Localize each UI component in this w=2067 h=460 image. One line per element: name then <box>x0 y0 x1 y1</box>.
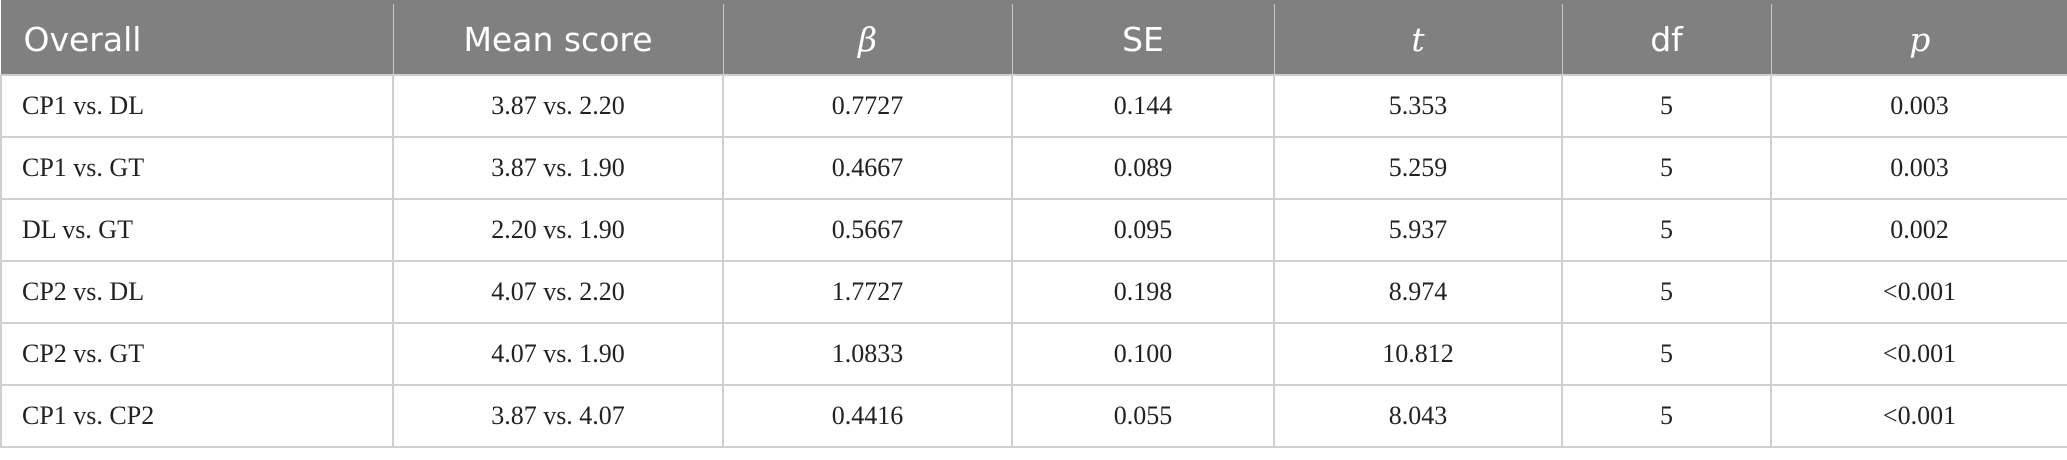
cell-beta: 0.4667 <box>722 136 1013 200</box>
cell-df: 5 <box>1561 198 1772 262</box>
table-row: CP2 vs. DL 4.07 vs. 2.20 1.7727 0.198 8.… <box>0 260 2067 324</box>
cell-comparison: CP2 vs. DL <box>0 260 394 324</box>
cell-mean-score: 4.07 vs. 2.20 <box>392 260 724 324</box>
cell-comparison: DL vs. GT <box>0 198 394 262</box>
table-body: CP1 vs. DL 3.87 vs. 2.20 0.7727 0.144 5.… <box>0 74 2067 448</box>
cell-df: 5 <box>1561 260 1772 324</box>
cell-t: 8.974 <box>1273 260 1563 324</box>
cell-beta: 1.0833 <box>722 322 1013 386</box>
cell-comparison: CP2 vs. GT <box>0 322 394 386</box>
table-row: DL vs. GT 2.20 vs. 1.90 0.5667 0.095 5.9… <box>0 198 2067 262</box>
cell-beta: 0.7727 <box>722 74 1013 138</box>
cell-df: 5 <box>1561 384 1772 448</box>
header-beta: β <box>722 0 1012 75</box>
header-t: t <box>1273 0 1562 75</box>
cell-mean-score: 3.87 vs. 1.90 <box>392 136 724 200</box>
cell-p: <0.001 <box>1770 384 2067 448</box>
cell-mean-score: 3.87 vs. 4.07 <box>392 384 724 448</box>
cell-p: <0.001 <box>1770 322 2067 386</box>
cell-t: 5.259 <box>1273 136 1563 200</box>
header-df: df <box>1561 0 1771 75</box>
cell-mean-score: 2.20 vs. 1.90 <box>392 198 724 262</box>
header-mean-score: Mean score <box>392 0 723 75</box>
cell-mean-score: 3.87 vs. 2.20 <box>392 74 724 138</box>
table-row: CP2 vs. GT 4.07 vs. 1.90 1.0833 0.100 10… <box>0 322 2067 386</box>
header-se: SE <box>1011 0 1274 75</box>
table-header: Overall Mean score β SE t df p <box>0 0 2067 75</box>
cell-beta: 0.5667 <box>722 198 1013 262</box>
cell-t: 8.043 <box>1273 384 1563 448</box>
header-p: p <box>1770 0 2067 75</box>
cell-beta: 0.4416 <box>722 384 1013 448</box>
cell-df: 5 <box>1561 136 1772 200</box>
comparison-results-table: Overall Mean score β SE t df p CP1 vs. D… <box>0 0 2067 448</box>
header-row: Overall Mean score β SE t df p <box>0 0 2067 75</box>
cell-se: 0.089 <box>1011 136 1275 200</box>
cell-se: 0.198 <box>1011 260 1275 324</box>
cell-p: <0.001 <box>1770 260 2067 324</box>
cell-p: 0.003 <box>1770 136 2067 200</box>
cell-comparison: CP1 vs. CP2 <box>0 384 394 448</box>
header-overall: Overall <box>0 0 393 75</box>
cell-se: 0.144 <box>1011 74 1275 138</box>
cell-beta: 1.7727 <box>722 260 1013 324</box>
cell-comparison: CP1 vs. DL <box>0 74 394 138</box>
table-row: CP1 vs. GT 3.87 vs. 1.90 0.4667 0.089 5.… <box>0 136 2067 200</box>
cell-se: 0.055 <box>1011 384 1275 448</box>
cell-p: 0.002 <box>1770 198 2067 262</box>
results-table-container: Overall Mean score β SE t df p CP1 vs. D… <box>0 0 2067 448</box>
cell-df: 5 <box>1561 322 1772 386</box>
cell-t: 10.812 <box>1273 322 1563 386</box>
cell-mean-score: 4.07 vs. 1.90 <box>392 322 724 386</box>
table-row: CP1 vs. DL 3.87 vs. 2.20 0.7727 0.144 5.… <box>0 74 2067 138</box>
cell-p: 0.003 <box>1770 74 2067 138</box>
cell-comparison: CP1 vs. GT <box>0 136 394 200</box>
cell-t: 5.353 <box>1273 74 1563 138</box>
cell-se: 0.095 <box>1011 198 1275 262</box>
cell-df: 5 <box>1561 74 1772 138</box>
cell-t: 5.937 <box>1273 198 1563 262</box>
table-row: CP1 vs. CP2 3.87 vs. 4.07 0.4416 0.055 8… <box>0 384 2067 448</box>
cell-se: 0.100 <box>1011 322 1275 386</box>
